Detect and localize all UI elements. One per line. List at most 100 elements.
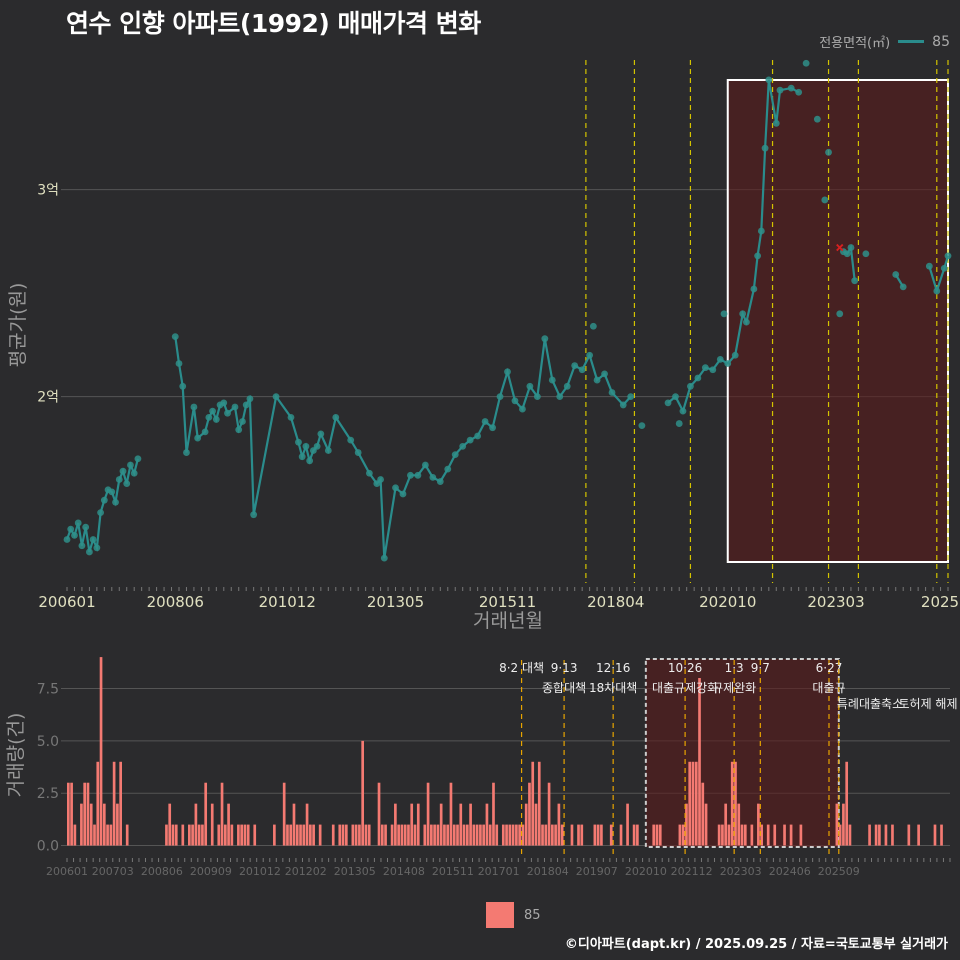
volume-bar [191,824,194,846]
volume-bar [351,824,355,846]
price-point [679,407,687,415]
volume-bar [292,803,296,846]
volume-bar [165,824,168,846]
price-point [813,115,821,123]
volume-bar [884,824,888,846]
price-point [571,362,579,369]
volume-bar [70,782,73,846]
x-tick-label: 202010 [699,593,756,611]
bar-x-tick-label: 201305 [334,865,376,878]
price-point [209,407,216,415]
price-point [687,382,694,390]
price-point [377,476,384,483]
price-point [466,436,474,444]
price-point [556,393,564,401]
volume-bar [446,824,450,846]
price-point [392,484,399,492]
price-point [190,403,198,411]
price-point [354,449,362,456]
price-line [174,336,632,559]
price-point [179,382,187,390]
price-line [65,458,139,553]
policy-extra-label: 특례대출축소 [837,697,903,711]
volume-bar [727,824,731,846]
volume-bar [557,803,561,846]
price-point [127,461,134,469]
volume-bar [730,761,734,846]
volume-bar [619,824,623,846]
price-point [526,382,534,390]
price-point [231,403,239,411]
price-point [112,498,119,506]
legend-title: 전용면적(㎡) [819,36,891,51]
price-point [78,542,86,550]
price-point [847,244,855,251]
price-point [220,399,228,407]
bar-y-tick-label: 5.0 [37,734,59,750]
volume-bar [698,678,701,846]
volume-bar [704,803,708,846]
price-point [100,496,108,504]
volume-bar [537,761,541,846]
price-point [776,86,784,94]
volume-bar [570,824,574,846]
volume-bar [403,824,407,846]
volume-bar [240,824,243,846]
latest-marker [836,243,844,252]
policy-name-label: 18차대책 [589,680,637,695]
volume-bar [295,824,299,846]
price-point [306,457,314,465]
volume-bar [479,824,482,846]
volume-bar [485,803,489,846]
price-point [444,465,452,473]
bar-x-tick-label: 201012 [239,865,281,878]
volume-bar [760,824,763,846]
price-point [82,523,90,531]
price-point [731,351,739,359]
volume-bar [544,824,548,846]
price-point [201,428,209,436]
price-point [130,469,138,477]
volume-bar [799,824,803,846]
volume-bar [449,782,453,846]
volume-bar [174,824,178,846]
price-point [347,436,355,444]
price-point [589,322,597,330]
price-point [496,393,504,401]
volume-bar [86,782,90,846]
price-point [533,393,541,401]
volume-bar [217,824,221,846]
volume-bar [626,803,629,846]
volume-bar [495,824,499,846]
bar-x-tick-label: 201408 [383,865,425,878]
volume-bar [465,824,469,846]
volume-bar [125,824,129,846]
price-point [638,422,646,430]
volume-bar [740,824,744,846]
volume-bar [508,824,512,846]
x-axis-title: 거래년월 [473,610,543,632]
price-point [407,471,414,479]
price-point [892,271,900,278]
volume-bar [430,824,433,846]
volume-bar [789,824,793,846]
volume-bar [223,824,227,846]
volume-bar [204,782,208,846]
volume-bar [472,824,476,846]
price-point [925,262,933,270]
volume-bar [868,824,871,846]
price-point [421,461,429,469]
volume-bar [891,824,894,846]
bar-highlight-box [644,658,840,848]
volume-bar [750,824,754,846]
price-point [944,252,952,260]
volume-bar [246,824,250,846]
x-tick-label: 2025 [921,593,959,611]
volume-bar [534,803,538,846]
price-point [205,413,213,421]
volume-bar [462,824,466,846]
volume-bar [632,824,636,846]
volume-bar [384,824,387,846]
policy-date-label: 6·27 [816,661,843,675]
volume-bar [475,824,479,846]
